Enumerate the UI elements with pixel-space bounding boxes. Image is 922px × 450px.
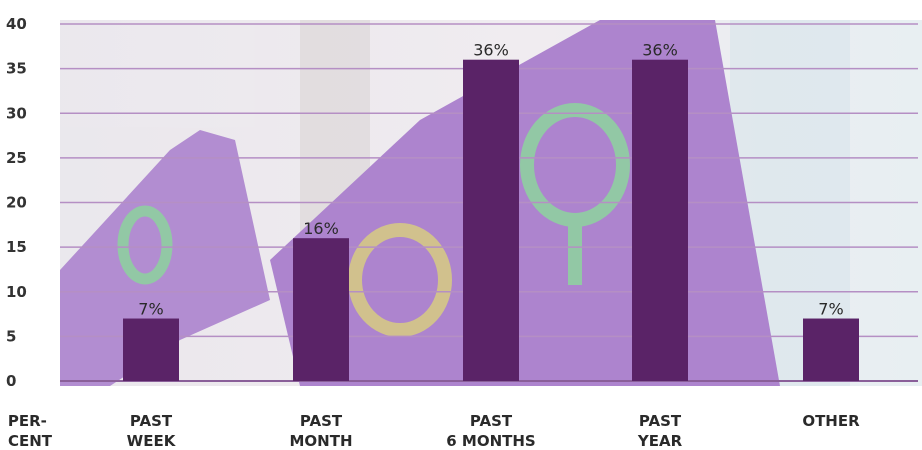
y-tick-label: 15: [6, 238, 27, 256]
y-tick-label: 35: [6, 60, 27, 78]
category-label: PAST MONTH: [289, 412, 352, 450]
y-tick-label: 5: [6, 327, 16, 345]
y-unit-label-line-1: PER-: [8, 412, 47, 430]
bar: [803, 318, 859, 381]
data-label: 36%: [642, 41, 678, 60]
category-label-line: MONTH: [289, 432, 352, 450]
bar: [632, 59, 688, 381]
data-label: 36%: [473, 41, 509, 60]
category-label: PAST YEAR: [637, 412, 683, 450]
category-label: PAST 6 MONTHS: [446, 412, 535, 450]
y-axis-ticks: 0 5 10 15 20 25 30 35 40: [6, 15, 27, 390]
venus-symbol-left: [117, 205, 173, 285]
category-label-line: PAST: [130, 412, 173, 430]
data-label: 7%: [138, 300, 163, 319]
y-tick-label: 40: [6, 15, 27, 33]
bar: [123, 318, 179, 381]
y-tick-label: 0: [6, 372, 16, 390]
x-axis-labels: PAST WEEK PAST MONTH PAST 6 MONTHS PAST YEAR OTH…: [127, 412, 860, 450]
y-unit-label-line-2: CENT: [8, 432, 53, 450]
category-label-line: PAST: [470, 412, 513, 430]
category-label-line: PAST: [300, 412, 343, 430]
data-label: 16%: [303, 219, 339, 238]
y-unit-label: PER- CENT: [8, 412, 53, 450]
category-label: PAST WEEK: [127, 412, 177, 450]
y-tick-label: 10: [6, 283, 27, 301]
y-tick-label: 30: [6, 104, 27, 122]
category-label-line: 6 MONTHS: [446, 432, 535, 450]
category-label-line: YEAR: [637, 432, 683, 450]
fist-symbol: [348, 223, 452, 337]
bars: [123, 59, 859, 381]
category-label-line: WEEK: [127, 432, 177, 450]
category-label: OTHER: [802, 412, 860, 430]
category-label-line: PAST: [639, 412, 682, 430]
data-label: 7%: [818, 300, 843, 319]
y-tick-label: 20: [6, 194, 27, 212]
category-label-line: OTHER: [802, 412, 860, 430]
bar: [293, 238, 349, 381]
data-labels: 7% 16% 36% 36% 7%: [138, 41, 843, 319]
bar: [463, 59, 519, 381]
y-tick-label: 25: [6, 149, 27, 167]
